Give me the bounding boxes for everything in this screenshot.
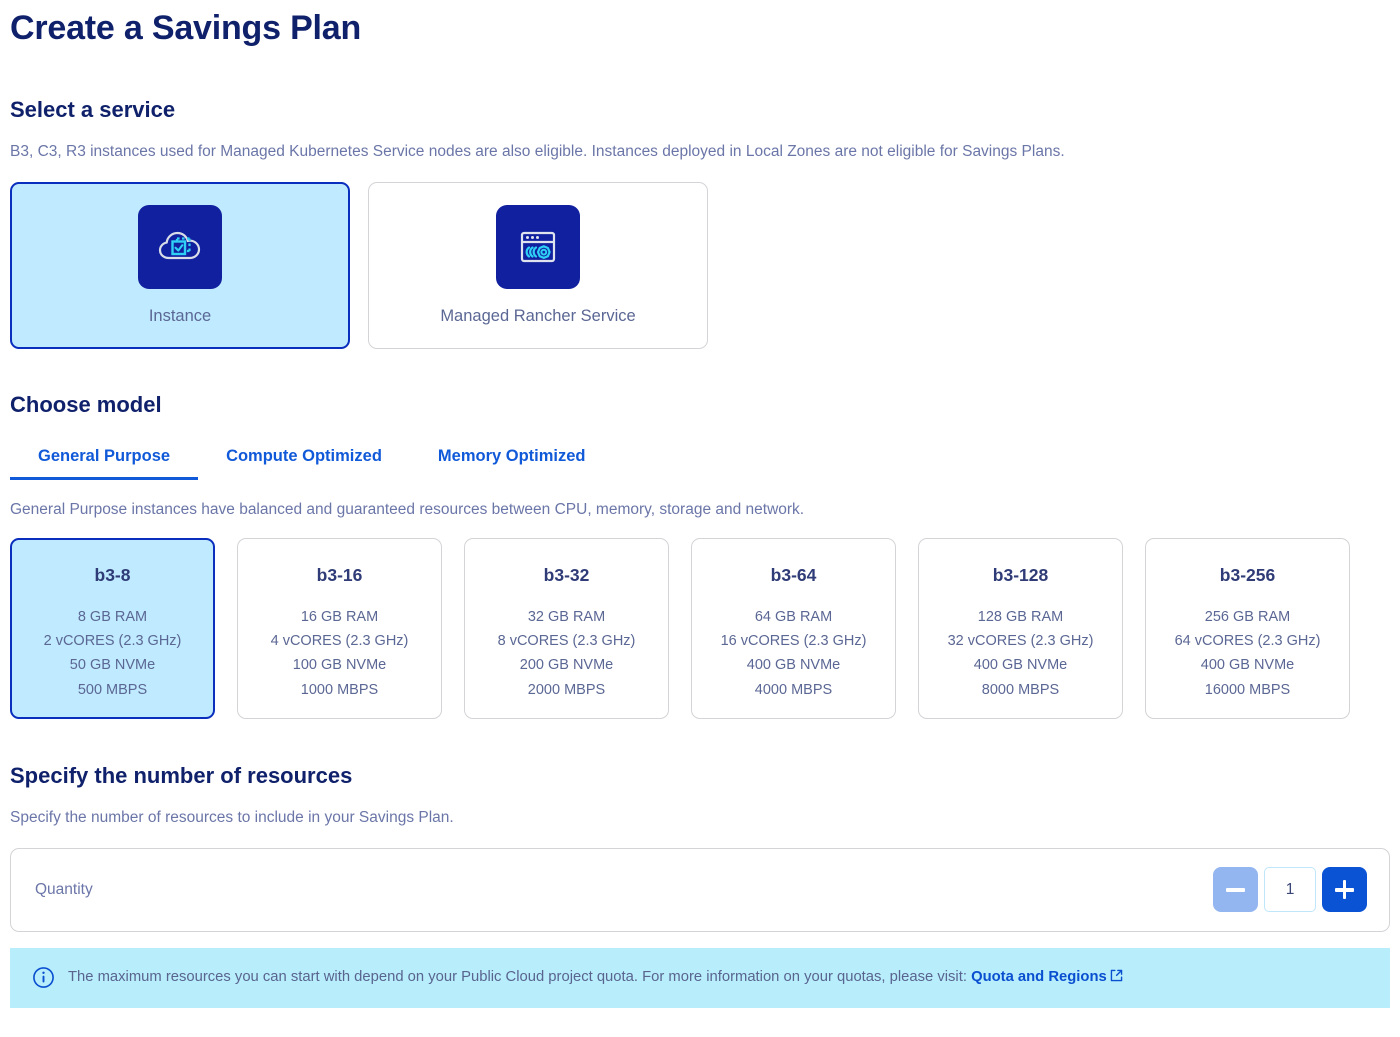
model-spec-ram: 8 GB RAM — [77, 608, 148, 625]
specify-resources-heading: Specify the number of resources — [10, 762, 353, 788]
model-card-specs: 256 GB RAM 64 vCORES (2.3 GHz) 400 GB NV… — [1175, 605, 1321, 702]
quantity-label: Quantity — [35, 880, 93, 898]
select-service-section: Select a service B3, C3, R3 instances us… — [10, 96, 1390, 350]
select-service-description: B3, C3, R3 instances used for Managed Ku… — [10, 143, 1065, 161]
info-circle-icon — [33, 967, 54, 989]
model-spec-ram: 256 GB RAM — [1204, 608, 1291, 625]
model-spec-vcores: 16 vCORES (2.3 GHz) — [720, 632, 867, 649]
page-title: Create a Savings Plan — [10, 9, 362, 47]
model-spec-vcores: 32 vCORES (2.3 GHz) — [947, 632, 1094, 649]
model-card-specs: 8 GB RAM 2 vCORES (2.3 GHz) 50 GB NVMe 5… — [44, 605, 182, 702]
model-card-name: b3-8 — [94, 564, 131, 585]
model-card-b3-32[interactable]: b3-32 32 GB RAM 8 vCORES (2.3 GHz) 200 G… — [464, 537, 669, 719]
model-card-specs: 64 GB RAM 16 vCORES (2.3 GHz) 400 GB NVM… — [721, 605, 867, 702]
model-card-name: b3-64 — [770, 564, 817, 585]
model-spec-vcores: 64 vCORES (2.3 GHz) — [1174, 632, 1321, 649]
service-card-instance[interactable]: Instance — [10, 182, 350, 350]
model-spec-vcores: 4 vCORES (2.3 GHz) — [270, 632, 409, 649]
quota-info-banner: The maximum resources you can start with… — [10, 947, 1390, 1008]
model-spec-bandwidth: 8000 MBPS — [981, 681, 1060, 698]
cloud-instance-icon — [138, 205, 222, 290]
model-card-b3-128[interactable]: b3-128 128 GB RAM 32 vCORES (2.3 GHz) 40… — [918, 537, 1123, 719]
model-card-specs: 16 GB RAM 4 vCORES (2.3 GHz) 100 GB NVMe… — [271, 605, 409, 702]
model-spec-bandwidth: 500 MBPS — [77, 681, 148, 698]
model-spec-bandwidth: 2000 MBPS — [527, 681, 606, 698]
model-spec-ram: 16 GB RAM — [300, 608, 379, 625]
model-card-b3-8[interactable]: b3-8 8 GB RAM 2 vCORES (2.3 GHz) 50 GB N… — [10, 537, 215, 719]
choose-model-section: Choose model General Purpose Compute Opt… — [10, 392, 1390, 719]
select-service-heading: Select a service — [10, 96, 176, 122]
service-card-label: Instance — [148, 307, 212, 326]
model-tab-list: General Purpose Compute Optimized Memory… — [10, 447, 1390, 480]
service-card-list: Instance — [10, 182, 1390, 350]
quantity-increment-button[interactable] — [1322, 867, 1367, 913]
model-card-specs: 128 GB RAM 32 vCORES (2.3 GHz) 400 GB NV… — [948, 605, 1094, 702]
model-card-b3-256[interactable]: b3-256 256 GB RAM 64 vCORES (2.3 GHz) 40… — [1145, 537, 1350, 719]
external-link-icon — [1110, 970, 1122, 982]
model-card-b3-64[interactable]: b3-64 64 GB RAM 16 vCORES (2.3 GHz) 400 … — [691, 537, 896, 719]
tab-general-purpose[interactable]: General Purpose — [10, 447, 199, 480]
model-card-name: b3-256 — [1219, 564, 1276, 585]
rancher-browser-icon — [496, 205, 580, 290]
model-card-name: b3-32 — [543, 564, 590, 585]
model-card-name: b3-128 — [992, 564, 1049, 585]
service-card-managed-rancher-service[interactable]: Managed Rancher Service — [368, 182, 708, 350]
service-card-label: Managed Rancher Service — [440, 307, 636, 326]
minus-icon — [1226, 888, 1245, 892]
tab-memory-optimized[interactable]: Memory Optimized — [437, 446, 586, 465]
model-spec-bandwidth: 4000 MBPS — [754, 681, 833, 698]
model-spec-vcores: 8 vCORES (2.3 GHz) — [497, 632, 636, 649]
choose-model-heading: Choose model — [10, 392, 162, 418]
model-spec-storage: 400 GB NVMe — [746, 657, 841, 674]
specify-resources-section: Specify the number of resources Specify … — [10, 763, 1390, 1008]
specify-resources-description: Specify the number of resources to inclu… — [10, 808, 454, 826]
model-spec-storage: 400 GB NVMe — [1200, 657, 1295, 674]
tab-compute-optimized[interactable]: Compute Optimized — [226, 446, 382, 465]
quota-and-regions-link-label: Quota and Regions — [971, 969, 1107, 986]
model-card-list: b3-8 8 GB RAM 2 vCORES (2.3 GHz) 50 GB N… — [10, 537, 1390, 719]
model-spec-storage: 50 GB NVMe — [69, 657, 156, 674]
model-tab-description: General Purpose instances have balanced … — [10, 500, 805, 518]
quota-info-message: The maximum resources you can start with… — [68, 969, 972, 986]
model-spec-ram: 64 GB RAM — [754, 608, 833, 625]
model-spec-bandwidth: 1000 MBPS — [300, 681, 379, 698]
savings-plan-page: Create a Savings Plan Select a service B… — [10, 9, 1390, 1008]
plus-icon — [1335, 880, 1354, 900]
quantity-panel: Quantity — [10, 847, 1390, 932]
quota-and-regions-link[interactable]: Quota and Regions — [971, 969, 1124, 985]
quantity-stepper — [1213, 867, 1367, 913]
model-card-specs: 32 GB RAM 8 vCORES (2.3 GHz) 200 GB NVMe… — [498, 605, 636, 702]
model-spec-ram: 32 GB RAM — [527, 608, 606, 625]
model-spec-storage: 100 GB NVMe — [292, 657, 387, 674]
model-spec-vcores: 2 vCORES (2.3 GHz) — [43, 632, 182, 649]
model-card-name: b3-16 — [316, 564, 363, 585]
model-spec-storage: 400 GB NVMe — [973, 657, 1068, 674]
model-spec-storage: 200 GB NVMe — [519, 657, 614, 674]
quantity-input[interactable] — [1264, 867, 1316, 913]
quota-info-text: The maximum resources you can start with… — [68, 967, 1124, 988]
model-spec-bandwidth: 16000 MBPS — [1204, 681, 1291, 698]
model-spec-ram: 128 GB RAM — [977, 608, 1064, 625]
quantity-decrement-button[interactable] — [1213, 867, 1258, 913]
model-card-b3-16[interactable]: b3-16 16 GB RAM 4 vCORES (2.3 GHz) 100 G… — [237, 537, 442, 719]
